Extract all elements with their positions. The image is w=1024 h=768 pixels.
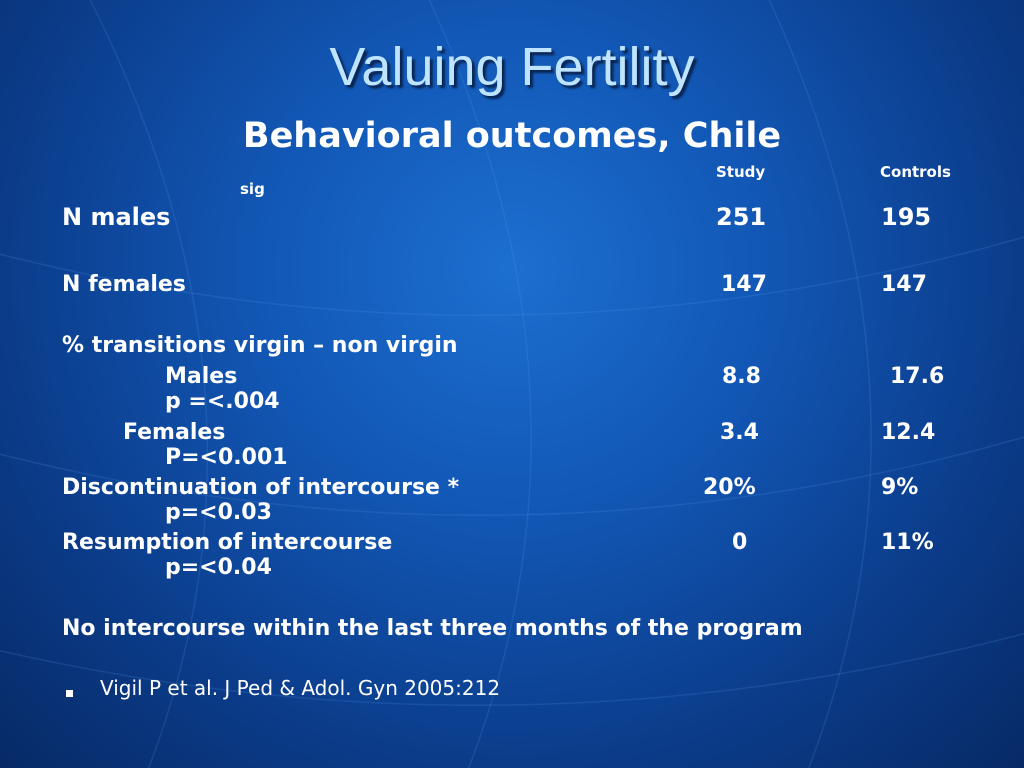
females-p-value: P=<0.001 xyxy=(165,445,288,470)
n-females-study-value: 147 xyxy=(721,272,767,297)
males-study-value: 8.8 xyxy=(722,364,761,389)
section-label-transitions: % transitions virgin – non virgin xyxy=(62,333,458,358)
row-label-n-males: N males xyxy=(62,203,171,231)
row-label-males: Males xyxy=(165,364,238,389)
column-header-study: Study xyxy=(716,163,766,181)
row-label-discontinuation: Discontinuation of intercourse * xyxy=(62,475,460,500)
discontinuation-study-value: 20% xyxy=(703,475,756,500)
row-label-females: Females xyxy=(123,420,226,445)
n-males-controls-value: 195 xyxy=(881,203,932,231)
citation: Vigil P et al. J Ped & Adol. Gyn 2005:21… xyxy=(100,676,501,700)
females-controls-value: 12.4 xyxy=(881,420,936,445)
n-males-study-value: 251 xyxy=(716,203,767,231)
males-p-value: p =<.004 xyxy=(165,389,280,414)
column-header-sig: sig xyxy=(240,180,265,198)
resumption-study-value: 0 xyxy=(732,530,748,555)
discontinuation-p-value: p=<0.03 xyxy=(165,500,272,525)
square-bullet-icon xyxy=(66,690,73,697)
discontinuation-controls-value: 9% xyxy=(881,475,919,500)
females-study-value: 3.4 xyxy=(720,420,759,445)
row-label-resumption: Resumption of intercourse xyxy=(62,530,393,555)
row-label-n-females: N females xyxy=(62,272,186,297)
slide-title: Valuing Fertility xyxy=(329,37,695,97)
footnote-no-intercourse: No intercourse within the last three mon… xyxy=(62,616,803,641)
resumption-controls-value: 11% xyxy=(881,530,934,555)
column-header-controls: Controls xyxy=(880,163,951,181)
n-females-controls-value: 147 xyxy=(881,272,927,297)
slide-subtitle: Behavioral outcomes, Chile xyxy=(242,116,782,156)
males-controls-value: 17.6 xyxy=(890,364,945,389)
resumption-p-value: p=<0.04 xyxy=(165,555,272,580)
